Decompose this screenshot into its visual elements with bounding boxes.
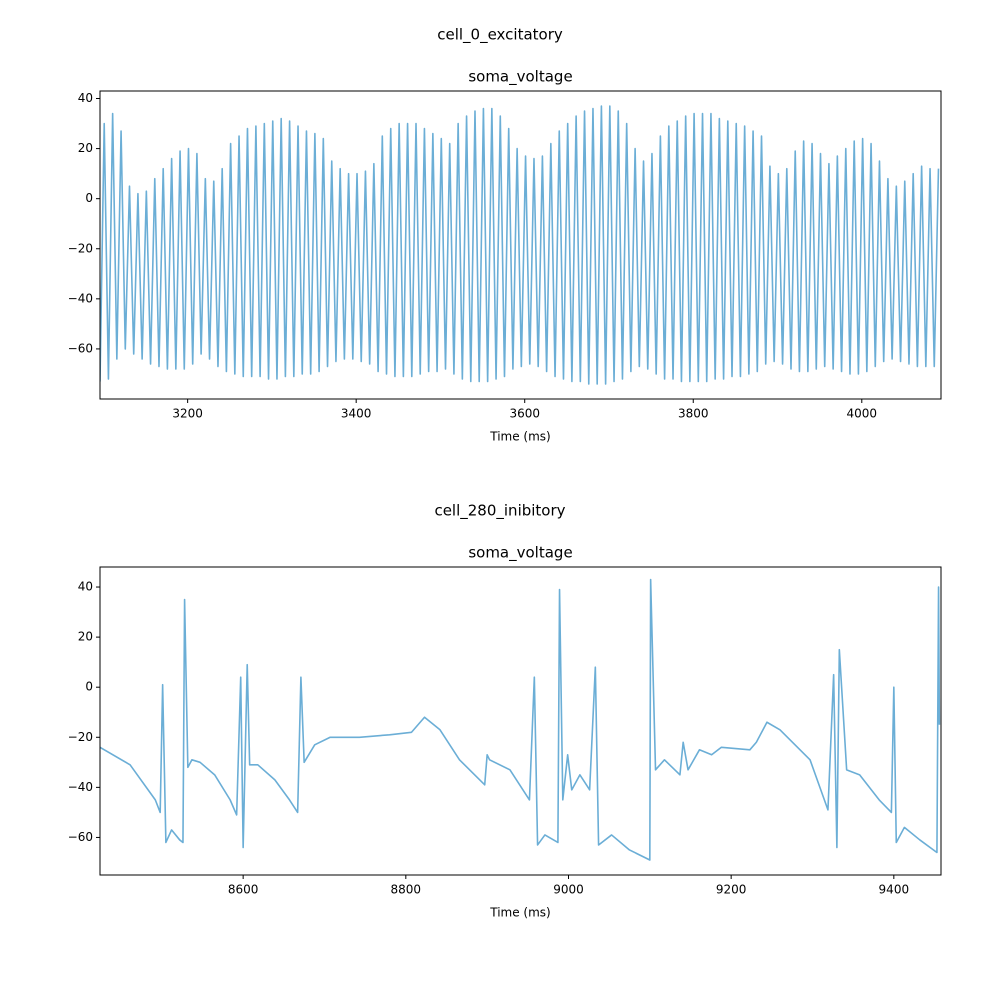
voltage-line [100, 105, 940, 385]
axes-title: soma_voltage [468, 544, 572, 563]
figure-title: cell_280_inibitory [434, 502, 565, 521]
y-tick-label: −60 [68, 830, 93, 844]
x-tick-label: 3800 [678, 407, 709, 421]
y-tick-label: 0 [85, 191, 93, 205]
y-tick-label: −60 [68, 341, 93, 355]
x-tick-label: 9400 [879, 883, 910, 897]
axes-title: soma_voltage [468, 68, 572, 87]
y-tick-label: 20 [78, 141, 93, 155]
y-tick-label: −20 [68, 730, 93, 744]
y-tick-label: −40 [68, 780, 93, 794]
x-tick-label: 3400 [341, 407, 372, 421]
x-axis-label: Time (ms) [489, 906, 551, 920]
x-tick-label: 3600 [509, 407, 540, 421]
x-tick-label: 3200 [172, 407, 203, 421]
y-tick-label: 40 [78, 91, 93, 105]
axes-frame [99, 566, 942, 876]
voltage-line [100, 578, 941, 861]
y-tick-label: −20 [68, 241, 93, 255]
y-tick-label: 20 [78, 630, 93, 644]
plot-area [100, 105, 940, 385]
x-axis-label: Time (ms) [489, 430, 551, 444]
x-tick-label: 9200 [716, 883, 747, 897]
y-tick-label: 0 [85, 680, 93, 694]
y-tick-label: 40 [78, 580, 93, 594]
x-tick-label: 8800 [391, 883, 422, 897]
x-tick-label: 9000 [553, 883, 584, 897]
axes-frame [99, 90, 942, 400]
plot-area [100, 578, 941, 861]
y-tick-label: −40 [68, 291, 93, 305]
x-tick-label: 8600 [228, 883, 259, 897]
x-tick-label: 4000 [847, 407, 878, 421]
figure-title: cell_0_excitatory [437, 26, 563, 45]
